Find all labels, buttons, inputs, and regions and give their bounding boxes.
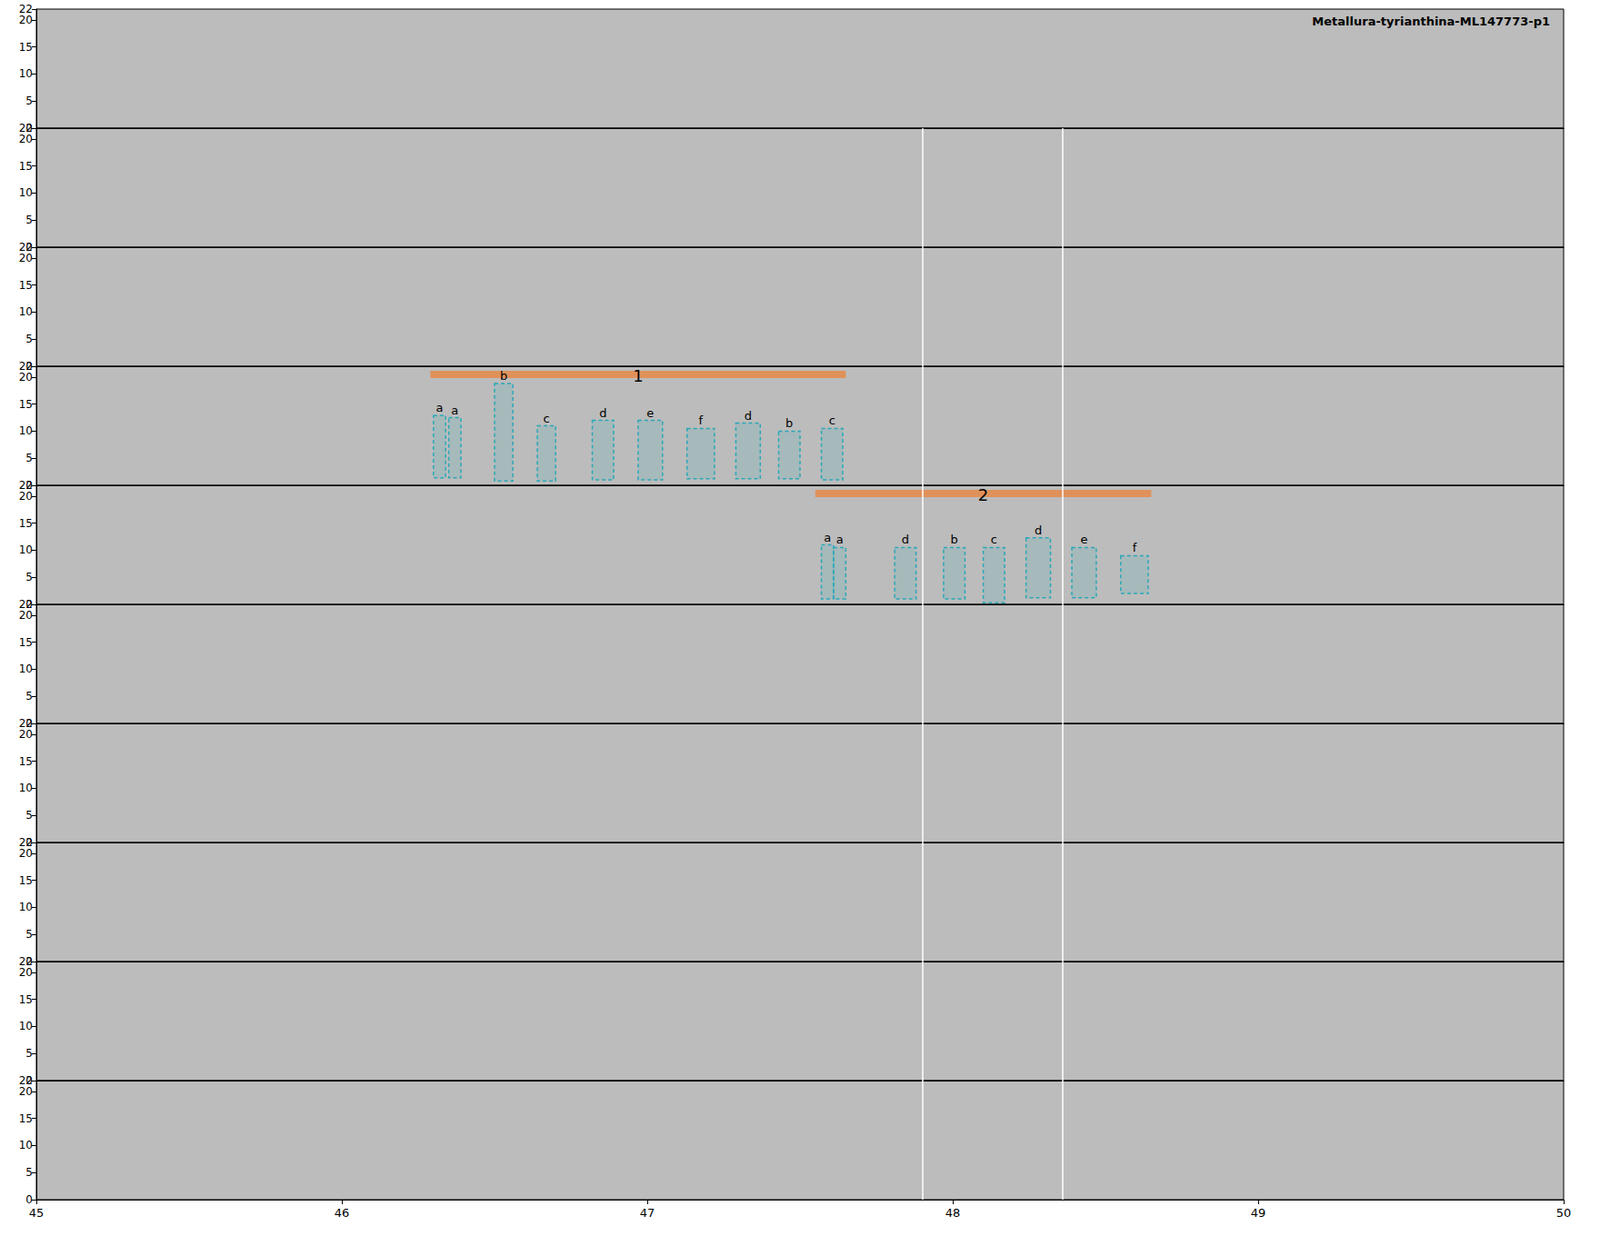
svg-text:0: 0 xyxy=(25,1193,33,1207)
svg-text:5: 5 xyxy=(25,1166,33,1180)
svg-text:15: 15 xyxy=(19,279,33,292)
svg-text:20: 20 xyxy=(19,13,33,27)
svg-text:Metallura-tyrianthina-ML147773: Metallura-tyrianthina-ML147773-p1 xyxy=(1311,14,1550,29)
svg-text:e: e xyxy=(646,406,654,420)
svg-text:15: 15 xyxy=(19,636,33,650)
svg-text:5: 5 xyxy=(25,928,33,941)
svg-text:15: 15 xyxy=(19,874,33,888)
svg-text:c: c xyxy=(829,413,836,428)
svg-text:10: 10 xyxy=(19,1139,33,1152)
svg-text:20: 20 xyxy=(19,966,33,980)
svg-text:22: 22 xyxy=(19,360,33,373)
svg-text:45: 45 xyxy=(29,1206,45,1220)
svg-text:20: 20 xyxy=(19,728,33,741)
svg-text:10: 10 xyxy=(19,1020,33,1033)
svg-text:c: c xyxy=(990,532,998,547)
svg-text:47: 47 xyxy=(640,1206,656,1220)
svg-text:5: 5 xyxy=(25,809,33,822)
svg-text:b: b xyxy=(500,369,508,383)
svg-text:22: 22 xyxy=(19,836,33,850)
svg-text:20: 20 xyxy=(19,609,33,622)
svg-text:d: d xyxy=(901,532,910,547)
svg-text:20: 20 xyxy=(19,490,33,503)
svg-text:5: 5 xyxy=(25,690,33,703)
svg-text:5: 5 xyxy=(25,451,33,465)
svg-text:5: 5 xyxy=(25,332,33,346)
svg-text:10: 10 xyxy=(19,186,33,200)
svg-text:15: 15 xyxy=(19,517,33,530)
svg-text:22: 22 xyxy=(19,479,33,492)
svg-text:15: 15 xyxy=(19,40,33,54)
svg-text:49: 49 xyxy=(1250,1206,1267,1220)
svg-text:b: b xyxy=(950,532,959,547)
svg-text:22: 22 xyxy=(19,598,33,611)
svg-text:22: 22 xyxy=(19,717,33,730)
svg-text:a: a xyxy=(836,532,844,547)
svg-text:b: b xyxy=(785,416,793,430)
svg-text:15: 15 xyxy=(19,1112,33,1126)
svg-text:d: d xyxy=(1034,523,1042,538)
svg-text:a: a xyxy=(436,400,444,415)
svg-text:d: d xyxy=(599,406,607,420)
svg-text:10: 10 xyxy=(19,424,33,438)
svg-text:5: 5 xyxy=(25,213,33,227)
svg-text:48: 48 xyxy=(945,1206,961,1220)
svg-text:1: 1 xyxy=(632,366,643,386)
svg-text:f: f xyxy=(1132,540,1138,555)
svg-text:10: 10 xyxy=(19,67,33,80)
svg-text:22: 22 xyxy=(19,121,33,135)
svg-text:22: 22 xyxy=(19,955,33,969)
svg-text:46: 46 xyxy=(334,1206,350,1220)
svg-text:5: 5 xyxy=(25,94,33,108)
svg-text:50: 50 xyxy=(1556,1206,1572,1220)
svg-text:5: 5 xyxy=(25,1047,33,1060)
svg-text:c: c xyxy=(543,411,550,426)
svg-text:20: 20 xyxy=(19,132,33,146)
svg-text:20: 20 xyxy=(19,1085,33,1099)
svg-text:20: 20 xyxy=(19,847,33,860)
svg-text:20: 20 xyxy=(19,251,33,265)
svg-text:20: 20 xyxy=(19,370,33,384)
svg-text:15: 15 xyxy=(19,993,33,1007)
svg-text:10: 10 xyxy=(19,900,33,914)
svg-text:22: 22 xyxy=(19,240,33,254)
svg-text:15: 15 xyxy=(19,755,33,769)
svg-text:f: f xyxy=(699,413,704,428)
svg-text:15: 15 xyxy=(19,398,33,411)
svg-text:10: 10 xyxy=(19,543,33,557)
svg-text:d: d xyxy=(744,409,752,423)
svg-text:22: 22 xyxy=(19,1074,33,1088)
svg-text:10: 10 xyxy=(19,305,33,319)
svg-text:5: 5 xyxy=(25,570,33,584)
svg-text:a: a xyxy=(450,403,459,418)
svg-text:e: e xyxy=(1080,532,1088,547)
svg-text:a: a xyxy=(823,530,831,545)
svg-text:10: 10 xyxy=(19,781,33,795)
svg-text:2: 2 xyxy=(978,485,989,505)
svg-text:15: 15 xyxy=(19,160,33,173)
svg-text:22: 22 xyxy=(19,2,33,16)
svg-text:10: 10 xyxy=(19,662,33,676)
